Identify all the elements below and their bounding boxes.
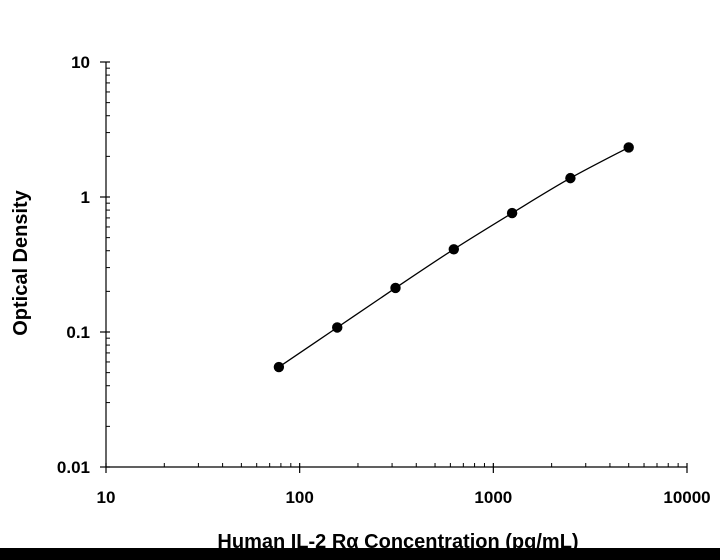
data-point (448, 244, 460, 255)
y-tick-label: 10 (71, 53, 90, 72)
x-tick-label: 10000 (663, 488, 710, 507)
data-point (506, 207, 518, 219)
data-point (623, 142, 634, 153)
x-tick-label: 1000 (474, 488, 512, 507)
x-axis-title: Human IL-2 Rα Concentration (pg/mL) (217, 531, 578, 548)
fit-curve (278, 146, 630, 368)
x-tick-label: 10 (97, 488, 116, 507)
data-point (332, 322, 343, 333)
labels-layer: Optical Density Human IL-2 Rα Concentrat… (10, 189, 579, 548)
axes-layer: 0.01 0.1 1 10 10 100 1000 10000 (57, 53, 711, 507)
data-point (565, 172, 576, 184)
y-tick-label: 0.01 (57, 458, 90, 477)
y-axis-title: Optical Density (10, 189, 32, 335)
series-layer (273, 142, 634, 373)
x-tick-label: 100 (285, 488, 313, 507)
data-point (390, 282, 401, 294)
y-tick-label: 1 (81, 188, 90, 207)
chart-svg: 0.01 0.1 1 10 10 100 1000 10000 Optical Density… (10, 53, 711, 548)
data-point (273, 361, 285, 373)
bottom-border-bar (0, 548, 720, 560)
y-tick-label: 0.1 (66, 323, 90, 342)
